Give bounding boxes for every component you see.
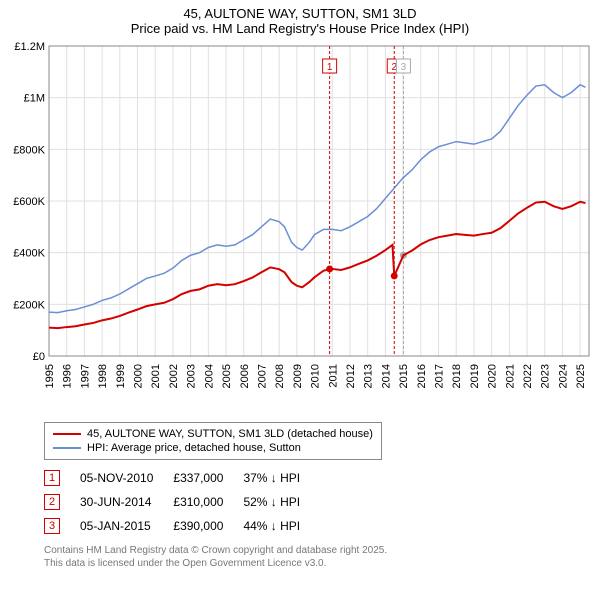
svg-text:2000: 2000 (133, 364, 145, 388)
marker-delta: 44% ↓ HPI (243, 514, 320, 538)
svg-text:£600K: £600K (13, 196, 45, 208)
svg-text:2019: 2019 (469, 364, 481, 388)
legend: 45, AULTONE WAY, SUTTON, SM1 3LD (detach… (44, 422, 382, 460)
svg-text:£400K: £400K (13, 248, 45, 260)
svg-text:1: 1 (327, 62, 333, 73)
svg-text:2016: 2016 (416, 364, 428, 388)
svg-text:2024: 2024 (557, 364, 569, 388)
title-subtitle: Price paid vs. HM Land Registry's House … (0, 21, 600, 36)
table-row: 1 05-NOV-2010£337,00037% ↓ HPI (44, 466, 320, 490)
footer-line-1: Contains HM Land Registry data © Crown c… (44, 544, 600, 557)
svg-text:2011: 2011 (327, 364, 339, 388)
svg-text:2014: 2014 (380, 364, 392, 388)
svg-text:2015: 2015 (398, 364, 410, 388)
marker-date: 30-JUN-2014 (80, 490, 173, 514)
legend-swatch (53, 433, 81, 435)
marker-number-icon: 3 (44, 518, 60, 534)
title-block: 45, AULTONE WAY, SUTTON, SM1 3LD Price p… (0, 0, 600, 38)
svg-text:2018: 2018 (451, 364, 463, 388)
table-row: 3 05-JAN-2015£390,00044% ↓ HPI (44, 514, 320, 538)
svg-text:2002: 2002 (168, 364, 180, 388)
svg-text:3: 3 (401, 62, 407, 73)
svg-text:1997: 1997 (79, 364, 91, 388)
marker-price: £390,000 (173, 514, 243, 538)
svg-text:2013: 2013 (363, 364, 375, 388)
footer-note: Contains HM Land Registry data © Crown c… (44, 544, 600, 570)
svg-text:2025: 2025 (575, 364, 587, 388)
svg-text:2022: 2022 (522, 364, 534, 388)
svg-text:2006: 2006 (239, 364, 251, 388)
chart-svg: £0 £200K £400K £600K £800K £1M £1.2M 1995 1996 19… (5, 38, 595, 418)
svg-text:2017: 2017 (434, 364, 446, 388)
marker-price: £337,000 (173, 466, 243, 490)
legend-swatch (53, 447, 81, 449)
table-row: 2 30-JUN-2014£310,00052% ↓ HPI (44, 490, 320, 514)
marker-number-icon: 1 (44, 470, 60, 486)
svg-text:£800K: £800K (13, 144, 45, 156)
chart-area: £0 £200K £400K £600K £800K £1M £1.2M 1995 1996 19… (5, 38, 595, 418)
marker-date: 05-NOV-2010 (80, 466, 173, 490)
svg-text:2009: 2009 (292, 364, 304, 388)
legend-label: 45, AULTONE WAY, SUTTON, SM1 3LD (detach… (87, 428, 373, 440)
legend-label: HPI: Average price, detached house, Sutt… (87, 442, 301, 454)
svg-text:£200K: £200K (13, 299, 45, 311)
marker-delta: 52% ↓ HPI (243, 490, 320, 514)
svg-text:2023: 2023 (540, 364, 552, 388)
marker-data-table: 1 05-NOV-2010£337,00037% ↓ HPI 2 30-JUN-201… (44, 466, 320, 538)
svg-text:£1.2M: £1.2M (14, 41, 45, 53)
svg-text:2007: 2007 (256, 364, 268, 388)
marker-delta: 37% ↓ HPI (243, 466, 320, 490)
svg-text:2010: 2010 (310, 364, 322, 388)
title-address: 45, AULTONE WAY, SUTTON, SM1 3LD (0, 6, 600, 21)
marker-number-icon: 2 (44, 494, 60, 510)
svg-text:2001: 2001 (150, 364, 162, 388)
svg-text:£1M: £1M (24, 93, 45, 105)
marker-price: £310,000 (173, 490, 243, 514)
svg-text:2003: 2003 (186, 364, 198, 388)
chart-container: 45, AULTONE WAY, SUTTON, SM1 3LD Price p… (0, 0, 600, 590)
legend-row: HPI: Average price, detached house, Sutt… (53, 441, 373, 455)
svg-text:2020: 2020 (487, 364, 499, 388)
svg-text:2004: 2004 (203, 364, 215, 388)
svg-text:1998: 1998 (97, 364, 109, 388)
svg-text:1999: 1999 (115, 364, 127, 388)
svg-text:1996: 1996 (62, 364, 74, 388)
svg-text:£0: £0 (33, 351, 45, 363)
svg-text:2005: 2005 (221, 364, 233, 388)
legend-row: 45, AULTONE WAY, SUTTON, SM1 3LD (detach… (53, 427, 373, 441)
svg-text:2021: 2021 (504, 364, 516, 388)
svg-text:1995: 1995 (44, 364, 56, 388)
svg-text:2012: 2012 (345, 364, 357, 388)
marker-date: 05-JAN-2015 (80, 514, 173, 538)
footer-line-2: This data is licensed under the Open Gov… (44, 557, 600, 570)
svg-text:2008: 2008 (274, 364, 286, 388)
